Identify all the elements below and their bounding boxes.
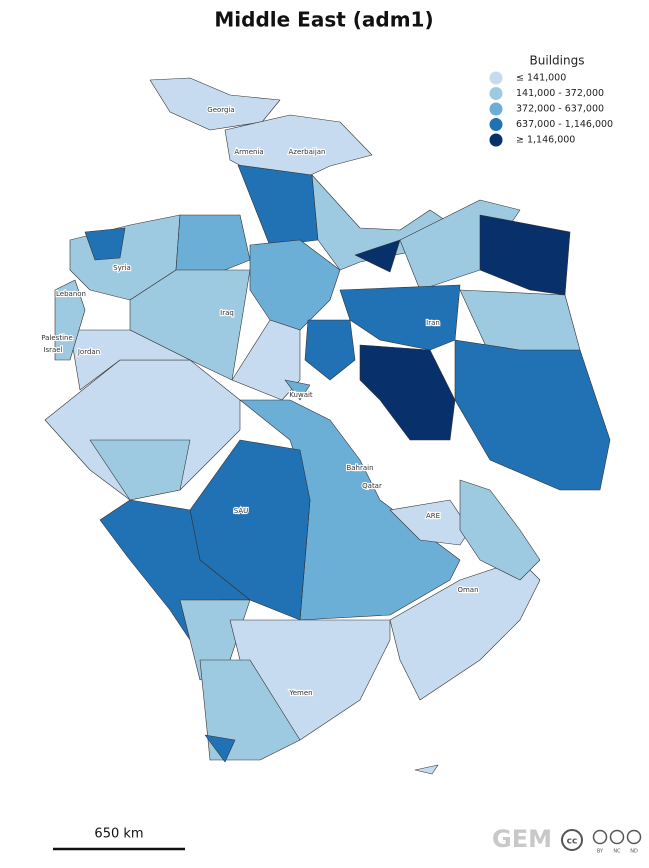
place-label: ARE — [426, 512, 440, 520]
regions — [44, 77, 611, 775]
legend-label: 141,000 - 372,000 — [516, 88, 604, 99]
cc-icon — [561, 829, 583, 851]
nd-icon — [626, 829, 642, 845]
region — [339, 284, 461, 351]
region — [249, 239, 341, 331]
region — [149, 77, 281, 131]
legend-swatch — [489, 133, 503, 147]
region — [284, 379, 311, 401]
place-label: Bahrain — [346, 464, 373, 472]
legend-label: ≤ 141,000 — [516, 73, 566, 84]
place-label: Georgia — [207, 106, 234, 114]
place-label: Iran — [426, 319, 440, 327]
license-term: ND — [630, 849, 638, 855]
by-icon — [592, 829, 608, 845]
legend: ≤ 141,000 141,000 - 372,000 372,000 - 637,… — [489, 71, 613, 147]
region — [54, 279, 86, 361]
place-label: Qatar — [362, 482, 382, 490]
region — [199, 659, 301, 761]
region — [69, 329, 191, 391]
legend-label: 637,000 - 1,146,000 — [516, 119, 613, 130]
region — [84, 227, 126, 261]
place-label: Armenia — [234, 148, 263, 156]
place-label: Iraq — [220, 309, 234, 317]
license-term: BY — [597, 849, 604, 855]
legend-label: ≥ 1,146,000 — [516, 135, 575, 146]
place-label: Syria — [113, 264, 131, 272]
legend-swatch — [489, 71, 503, 85]
legend-swatch — [489, 102, 503, 116]
legend-label: 372,000 - 637,000 — [516, 104, 604, 115]
legend-swatch — [489, 87, 503, 100]
place-labels: Georgia Armenia Azerbaijan Syria Lebanon Iraq… — [40, 105, 479, 698]
place-label: Lebanon — [56, 290, 86, 298]
region — [414, 764, 439, 775]
place-label: Yemen — [288, 689, 312, 697]
region — [237, 164, 319, 247]
place-label: SAU — [234, 507, 249, 515]
scale-bar-label: 650 km — [94, 827, 143, 842]
legend-title: Buildings — [530, 54, 585, 68]
region — [89, 439, 191, 501]
place-label: Oman — [457, 586, 478, 594]
region — [204, 734, 236, 763]
region — [459, 479, 541, 581]
region — [389, 559, 541, 701]
nc-icon — [609, 829, 625, 845]
region — [231, 319, 301, 401]
region — [304, 319, 356, 381]
logo: GEM — [492, 825, 552, 853]
map-title: Middle East (adm1) — [214, 8, 433, 32]
place-label: Kuwait — [289, 391, 313, 399]
region — [454, 339, 611, 491]
region — [354, 239, 401, 273]
cc-text: cc — [567, 837, 578, 847]
legend-swatch — [489, 118, 503, 131]
place-label: Israel — [43, 346, 62, 354]
place-label: Jordan — [77, 348, 100, 356]
region — [359, 344, 456, 441]
license-term: NC — [613, 849, 621, 855]
place-label: Palestine — [41, 334, 73, 342]
region — [479, 214, 571, 296]
place-label: Azerbaijan — [289, 148, 326, 156]
